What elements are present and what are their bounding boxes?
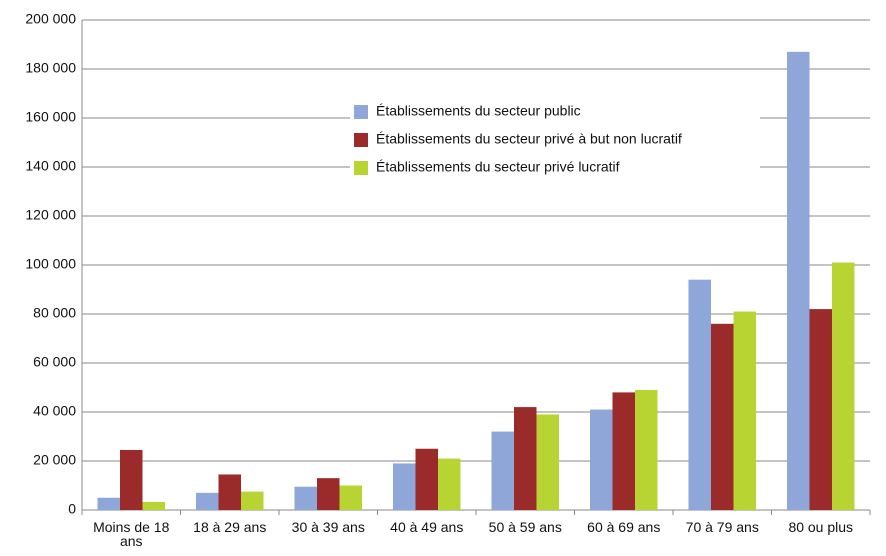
bar bbox=[317, 478, 340, 510]
bar bbox=[438, 458, 461, 510]
y-tick-label: 120 000 bbox=[25, 207, 76, 223]
y-tick-label: 0 bbox=[68, 501, 76, 517]
bar bbox=[196, 492, 219, 510]
legend-label: Établissements du secteur privé lucratif bbox=[376, 159, 620, 175]
legend-box bbox=[350, 98, 760, 182]
bar bbox=[612, 392, 635, 510]
x-tick-label: 18 à 29 ans bbox=[193, 519, 267, 535]
bar bbox=[514, 407, 537, 510]
y-tick-label: 180 000 bbox=[25, 60, 76, 76]
y-tick-label: 20 000 bbox=[33, 452, 76, 468]
bar bbox=[97, 497, 120, 510]
bar bbox=[142, 501, 165, 510]
bar bbox=[491, 431, 514, 510]
bar bbox=[590, 409, 613, 510]
y-tick-label: 40 000 bbox=[33, 403, 76, 419]
bar bbox=[120, 449, 143, 510]
y-tick-label: 160 000 bbox=[25, 109, 76, 125]
legend-swatch bbox=[354, 133, 368, 147]
x-tick-label: 40 à 49 ans bbox=[390, 519, 464, 535]
bar bbox=[787, 51, 810, 510]
y-tick-label: 60 000 bbox=[33, 354, 76, 370]
y-tick-label: 80 000 bbox=[33, 305, 76, 321]
x-tick-label: 50 à 59 ans bbox=[488, 519, 562, 535]
bar bbox=[218, 474, 241, 510]
bar bbox=[832, 262, 855, 510]
bar bbox=[415, 448, 438, 510]
bar bbox=[393, 463, 416, 510]
bar bbox=[339, 485, 362, 510]
bar bbox=[733, 311, 756, 510]
bar bbox=[809, 309, 832, 510]
y-tick-label: 200 000 bbox=[25, 11, 76, 27]
x-tick-label: 60 à 69 ans bbox=[587, 519, 661, 535]
x-tick-label: 70 à 79 ans bbox=[685, 519, 759, 535]
bar bbox=[536, 414, 559, 510]
y-tick-label: 100 000 bbox=[25, 256, 76, 272]
y-tick-label: 140 000 bbox=[25, 158, 76, 174]
x-tick-label: 80 ou plus bbox=[788, 519, 854, 535]
x-tick-label: 30 à 39 ans bbox=[291, 519, 365, 535]
bar bbox=[241, 491, 264, 510]
bar bbox=[711, 323, 734, 510]
legend-swatch bbox=[354, 105, 368, 119]
bar bbox=[294, 486, 317, 510]
bar bbox=[635, 389, 658, 510]
x-tick-label: Moins de 18 ans bbox=[93, 519, 170, 549]
legend-label: Établissements du secteur privé à but no… bbox=[376, 131, 682, 147]
legend-swatch bbox=[354, 161, 368, 175]
legend-label: Établissements du secteur public bbox=[376, 103, 581, 119]
bar bbox=[688, 279, 711, 510]
